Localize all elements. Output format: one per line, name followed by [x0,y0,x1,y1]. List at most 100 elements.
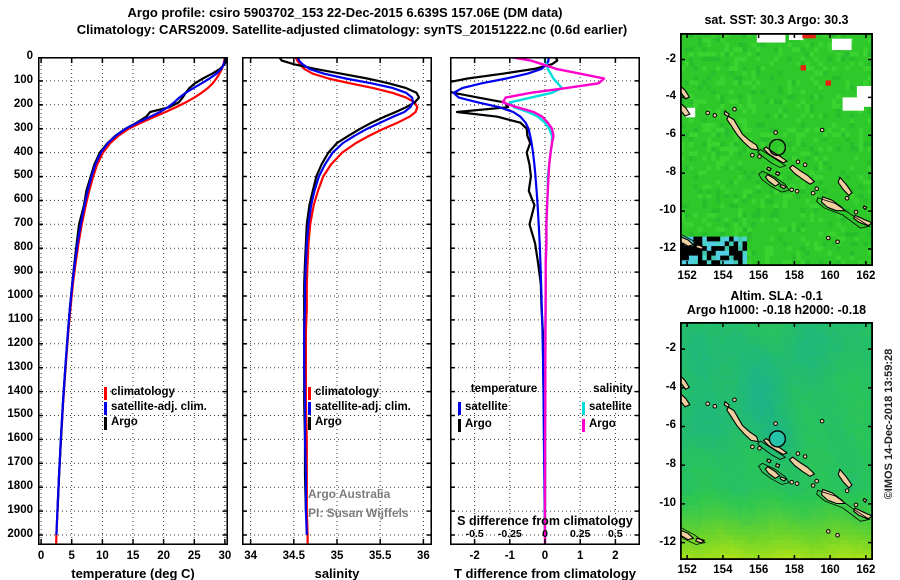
salinity-profile-xtick-label: 35.5 [368,550,392,562]
sst-map [680,33,873,266]
difference-profile-legend-header: temperature [470,383,538,395]
salinity-profile-xtick-label: 36 [416,550,430,562]
difference-profile-series [450,57,606,545]
credit-text: Argo Australia [308,487,391,501]
sst-map-lat-tick-label: -10 [659,204,676,217]
depth-tick-label: 1300 [7,360,33,373]
depth-tick-label: 1600 [7,432,33,445]
difference-profile-xtick-label: 0 [541,550,549,562]
sst-map-lat-tick-label: -8 [665,166,676,179]
difference-profile-legend-swatch [458,402,462,415]
sst-map-lon-tick-label: 162 [856,270,876,282]
sst-map-lon-tick-label: 158 [784,270,804,282]
temperature-profile-legend-swatch [104,417,108,430]
depth-tick-label: 2000 [7,527,33,540]
temperature-profile-legend-swatch [104,402,108,415]
difference-profile-xtick-label: -1 [504,550,515,562]
depth-tick-label: 1800 [7,480,33,493]
depth-tick-label: 1100 [8,312,33,325]
sla-map-lat-tick-label: -12 [659,535,676,548]
sst-map-lon-tick-label: 160 [820,270,840,282]
depth-tick-label: 1700 [7,456,33,469]
difference-profile-legend-swatch [582,402,586,415]
sst-map-lat-tick-label: -12 [659,241,676,254]
sla-map-title-line1: Altim. SLA: -0.1 [730,289,823,303]
salinity-profile-xtick-label: 34 [244,550,258,562]
s-difference-tick-label: -0.5 [465,528,484,540]
difference-profile-xtick-label: 2 [612,550,619,562]
s-difference-tick-label: 0.25 [569,528,591,540]
temperature-profile-xlabel: temperature (deg C) [71,566,195,580]
difference-profile-legend-label: Argo [589,418,616,430]
difference-profile-legend-label: satellite [589,401,632,413]
temperature-profile [38,57,228,545]
temperature-profile-legend-label: satellite-adj. clim. [111,401,207,413]
sla-map-lon-tick-label: 152 [677,564,697,576]
depth-tick-label: 1000 [7,288,33,301]
sst-map-svg [680,33,873,266]
salinity-profile-series [278,57,421,545]
salinity-profile-xtick-label: 34.5 [282,550,306,562]
sla-map [680,322,873,560]
sst-map-lat-tick-label: -2 [665,52,676,65]
temperature-profile-svg [38,57,228,545]
depth-tick-label: 900 [13,265,33,278]
depth-tick-label: 800 [13,241,33,254]
salinity-profile-legend-swatch [308,402,312,415]
depth-tick-label: 400 [13,145,33,158]
salinity-profile-svg [242,57,432,545]
temperature-profile-xtick-label: 5 [68,550,75,562]
sla-map-lon-tick-label: 156 [749,564,769,576]
difference-profile [450,57,640,545]
sla-map-lon-tick-label: 158 [784,564,804,576]
credit-text: PI: Susan Wijffels [308,506,409,520]
temperature-profile-legend-label: Argo [111,416,138,428]
temperature-profile-xtick-label: 10 [95,550,109,562]
s-difference-axis-title: S difference from climatology [457,514,633,528]
figure-title-line1: Argo profile: csiro 5903702_153 22-Dec-2… [127,5,563,20]
depth-tick-label: 600 [13,193,33,206]
salinity-profile-xtick-label: 35 [330,550,344,562]
sla-map-lon-tick-label: 160 [820,564,840,576]
sla-map-lon-tick-label: 162 [856,564,876,576]
sst-map-lat-tick-label: -4 [665,90,676,103]
temperature-profile-xtick-label: 20 [157,550,171,562]
s-difference-tick-label: -0.25 [497,528,522,540]
sla-map-lon-tick-label: 154 [713,564,733,576]
float-position-marker [768,138,787,157]
salinity-profile-legend-swatch [308,417,312,430]
depth-tick-label: 300 [13,121,33,134]
depth-tick-label: 100 [13,73,33,86]
sla-map-lat-tick-label: -8 [665,458,676,471]
copyright-vertical-text: ©IMOS 14-Dec-2018 13:59:28 [883,348,895,500]
temperature-profile-legend-swatch [104,387,108,400]
sst-map-lon-tick-label: 154 [713,270,733,282]
sla-map-lat-tick-label: -6 [665,419,676,432]
difference-profile-legend-swatch [582,419,586,432]
difference-profile-legend-header: salinity [593,383,633,395]
salinity-profile-legend-label: Argo [315,416,342,428]
s-difference-tick-label: 0.5 [608,528,623,540]
difference-profile-xlabel: T difference from climatology [453,566,637,580]
sst-map-title: sat. SST: 30.3 Argo: 30.3 [704,13,849,27]
depth-tick-label: 0 [26,50,33,62]
salinity-profile-xlabel: salinity [314,566,360,580]
difference-profile-legend-label: satellite [465,401,508,413]
depth-tick-label: 1900 [7,504,33,517]
temperature-profile-xtick-label: 25 [187,550,201,562]
temperature-profile-xtick-label: 15 [126,550,140,562]
sla-map-lat-tick-label: -10 [659,496,676,509]
depth-tick-label: 1400 [7,384,33,397]
depth-tick-label: 500 [13,169,33,182]
sst-map-lon-tick-label: 156 [749,270,769,282]
figure-title-line2: Climatology: CARS2009. Satellite-adjuste… [76,22,628,37]
s-difference-tick-label: 0 [542,528,548,540]
depth-tick-label: 1500 [7,408,33,421]
salinity-profile-legend-swatch [308,387,312,400]
temperature-profile-legend-label: climatology [111,386,175,398]
salinity-profile-legend-label: climatology [315,386,379,398]
difference-profile-svg [450,57,640,545]
temperature-profile-xtick-label: 0 [37,550,45,562]
sla-map-svg [680,322,873,560]
